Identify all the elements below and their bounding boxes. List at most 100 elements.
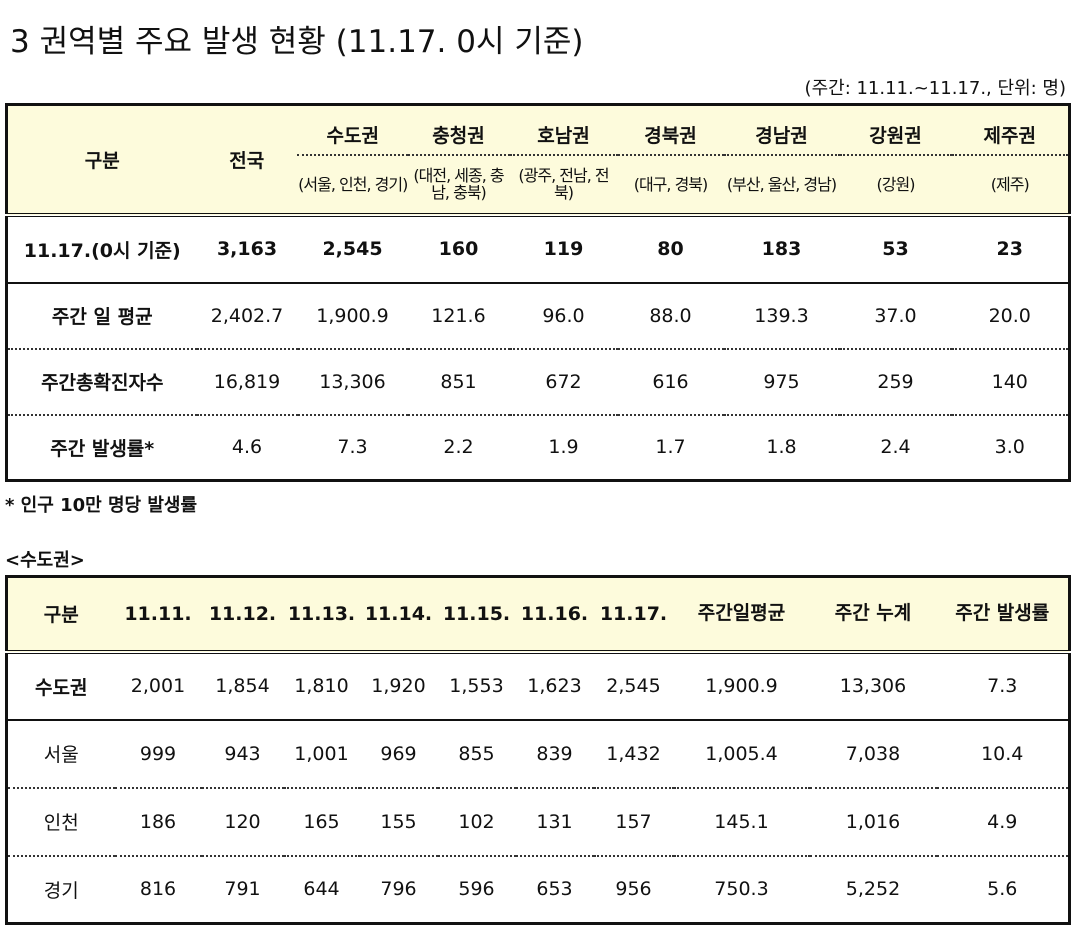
- cell: 7,038: [809, 718, 937, 788]
- cell: 183: [723, 212, 840, 283]
- cell: 2.2: [407, 413, 510, 481]
- region-sub: (부산, 울산, 경남): [723, 153, 840, 215]
- cell: 1.8: [723, 413, 840, 481]
- section-label: <수도권>: [5, 550, 85, 571]
- cell: 1,854: [201, 649, 284, 720]
- cell: 1,432: [593, 718, 674, 788]
- cell: 816: [114, 854, 202, 924]
- cell: 102: [437, 786, 516, 856]
- row-label: 인천: [6, 786, 115, 856]
- cell: 4.6: [196, 413, 298, 481]
- cell: 2,545: [297, 212, 408, 283]
- data-row: 서울 999 943 1,001 969 855 839 1,432 1,005.4 7,038 1…: [6, 718, 1070, 788]
- header-row: 구분 전국 수도권 충청권 호남권 경북권 경남권 강원권 제주권: [6, 104, 1070, 172]
- header-sub-row: (서울, 인천, 경기) (대전, 세종, 충남, 충북) (광주, 전남, 전북)…: [6, 153, 1070, 215]
- page-title: 3 권역별 주요 발생 현황 (11.17. 0시 기준): [10, 24, 584, 60]
- header-cell: 11.13.: [287, 602, 356, 625]
- cell: 1,900.9: [297, 281, 408, 349]
- cell: 13,306: [809, 649, 937, 720]
- cell: 3,163: [196, 212, 298, 283]
- cell: 7.3: [936, 649, 1070, 720]
- row-label: 주간 일 평균: [6, 281, 197, 349]
- cell: 131: [515, 786, 594, 856]
- cell: 1,005.4: [673, 718, 810, 788]
- cell: 119: [509, 212, 618, 283]
- header-cell: 주간 누계: [834, 602, 912, 625]
- cell: 37.0: [839, 281, 952, 349]
- data-row: 주간 일 평균 2,402.7 1,900.9 121.6 96.0 88.0 139.3 3…: [6, 281, 1070, 349]
- cell: 2,001: [114, 649, 202, 720]
- header-cell: 11.11.: [124, 602, 192, 625]
- cell: 157: [593, 786, 674, 856]
- header-cell: 주간 발생률: [955, 602, 1050, 625]
- data-row: 수도권 2,001 1,854 1,810 1,920 1,553 1,623 2,545 1,…: [6, 649, 1070, 720]
- cell: 1.9: [509, 413, 618, 481]
- cell: 943: [201, 718, 284, 788]
- cell: 259: [839, 347, 952, 415]
- data-row: 경기 816 791 644 796 596 653 956 750.3 5,252 5.6: [6, 854, 1070, 924]
- cell: 139.3: [723, 281, 840, 349]
- cell: 4.9: [936, 786, 1070, 856]
- region-sub: (강원): [839, 153, 952, 215]
- cell: 53: [839, 212, 952, 283]
- header-cell: 11.12.: [208, 602, 277, 625]
- cell: 796: [359, 854, 438, 924]
- capital-table: 구분 11.11. 11.12. 11.13. 11.14. 11.15. 11.16. 11…: [5, 575, 1071, 925]
- cell: 1,016: [809, 786, 937, 856]
- cell: 791: [201, 854, 284, 924]
- row-label: 수도권: [6, 649, 115, 720]
- region-name: 경남권: [755, 125, 808, 148]
- cell: 1,623: [515, 649, 594, 720]
- region-name: 경북권: [644, 125, 697, 148]
- row-label: 주간 발생률*: [6, 413, 197, 481]
- row-label: 서울: [6, 718, 115, 788]
- region-name: 호남권: [537, 125, 590, 148]
- cell: 653: [515, 854, 594, 924]
- cell: 121.6: [407, 281, 510, 349]
- region-sub: (광주, 전남, 전북): [509, 153, 618, 215]
- header-cell: 구분: [84, 149, 120, 172]
- header-row: 구분 11.11. 11.12. 11.13. 11.14. 11.15. 11.16. 11…: [6, 576, 1070, 652]
- cell: 155: [359, 786, 438, 856]
- cell: 20.0: [951, 281, 1070, 349]
- region-name: 강원권: [869, 125, 922, 148]
- cell: 644: [283, 854, 360, 924]
- header-cell: 11.14.: [364, 602, 433, 625]
- header-cell: 구분: [43, 604, 79, 627]
- cell: 672: [509, 347, 618, 415]
- header-cell: 전국: [229, 149, 265, 172]
- cell: 596: [437, 854, 516, 924]
- region-sub: (제주): [951, 153, 1070, 215]
- cell: 16,819: [196, 347, 298, 415]
- cell: 88.0: [617, 281, 724, 349]
- cell: 2,402.7: [196, 281, 298, 349]
- cell: 186: [114, 786, 202, 856]
- cell: 1,810: [283, 649, 360, 720]
- cell: 750.3: [673, 854, 810, 924]
- cell: 96.0: [509, 281, 618, 349]
- cell: 616: [617, 347, 724, 415]
- cell: 956: [593, 854, 674, 924]
- regional-table: 구분 전국 수도권 충청권 호남권 경북권 경남권 강원권 제주권 (서울, 인천, 경기) (대전…: [5, 103, 1071, 482]
- cell: 839: [515, 718, 594, 788]
- region-name: 수도권: [326, 125, 379, 148]
- region-sub: (대구, 경북): [617, 153, 724, 215]
- header-cell: 11.15.: [442, 602, 511, 625]
- region-sub: (대전, 세종, 충남, 충북): [407, 153, 510, 215]
- cell: 5,252: [809, 854, 937, 924]
- unit-note: (주간: 11.11.~11.17., 단위: 명): [804, 78, 1066, 99]
- cell: 140: [951, 347, 1070, 415]
- cell: 160: [407, 212, 510, 283]
- data-row: 11.17.(0시 기준) 3,163 2,545 160 119 80 183 53 23: [6, 212, 1070, 283]
- cell: 13,306: [297, 347, 408, 415]
- cell: 145.1: [673, 786, 810, 856]
- cell: 120: [201, 786, 284, 856]
- cell: 1,001: [283, 718, 360, 788]
- data-row: 주간 발생률* 4.6 7.3 2.2 1.9 1.7 1.8 2.4 3.0: [6, 413, 1070, 481]
- row-label: 11.17.(0시 기준): [6, 212, 197, 283]
- data-row: 인천 186 120 165 155 102 131 157 145.1 1,016 4.9: [6, 786, 1070, 856]
- row-label: 경기: [6, 854, 115, 924]
- cell: 851: [407, 347, 510, 415]
- cell: 7.3: [297, 413, 408, 481]
